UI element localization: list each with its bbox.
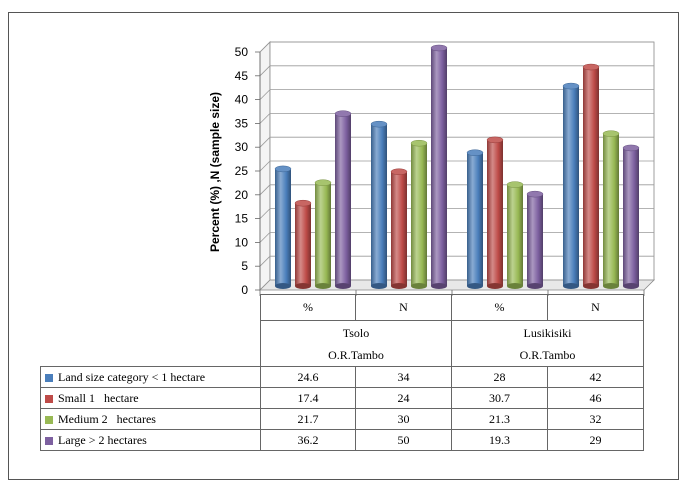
bar (430, 44, 448, 289)
bar (486, 136, 504, 289)
table-header-cell: % (260, 294, 356, 321)
table-cell: 46 (547, 387, 644, 409)
bar (602, 130, 620, 289)
y-tick-label: 40 (235, 93, 249, 107)
legend-key-red (45, 394, 53, 403)
gridline (259, 208, 654, 219)
table-cell: 28 (451, 366, 548, 388)
table-cell: 29 (547, 429, 644, 451)
bar (466, 149, 484, 289)
group-label-tsolo: Tsolo O.R.Tambo (260, 320, 452, 367)
legend-entry-land-size: Land size category < 1 hectare (40, 366, 261, 388)
gridline (259, 160, 654, 172)
table-row: Small 1 hectare 17.4 24 30.7 46 (40, 387, 644, 409)
bar (334, 110, 352, 289)
y-tick-label: 15 (235, 212, 249, 226)
gridline (259, 41, 654, 53)
header-row-groups: Tsolo O.R.Tambo Lusikisiki O.R.Tambo (41, 320, 644, 367)
data-table: % N % N Tsolo O.R.Tambo Lusikisiki O.R.T… (40, 294, 644, 451)
header-row-categories: % N % N (41, 294, 644, 321)
legend-entry-small: Small 1 hectare (40, 387, 261, 409)
table-cell: 21.7 (260, 408, 356, 430)
table-cell: 21.3 (451, 408, 548, 430)
gridline (259, 255, 654, 267)
y-axis-label: Percent (%) ,N (sample size) (208, 92, 222, 252)
gridline (259, 184, 654, 196)
bar (622, 144, 640, 289)
gridline (259, 65, 654, 77)
bar (562, 82, 580, 289)
legend-entry-large: Large > 2 hectares (40, 429, 261, 451)
gridline (259, 231, 654, 243)
table-cell: 24 (355, 387, 452, 409)
y-tick-label: 30 (235, 140, 249, 154)
table-cell: 17.4 (260, 387, 356, 409)
bar (274, 165, 292, 289)
table-cell: 50 (355, 429, 452, 451)
y-tick-label: 25 (235, 164, 249, 178)
table-cell: 24.6 (260, 366, 356, 388)
bar (410, 139, 428, 289)
bar (582, 63, 600, 289)
y-tick-label: 10 (235, 235, 249, 249)
table-cell: 30 (355, 408, 452, 430)
bar (390, 168, 408, 289)
bar (526, 190, 544, 289)
table-row: Land size category < 1 hectare 24.6 34 2… (40, 366, 644, 388)
y-tick-label: 45 (235, 69, 249, 83)
group-label-lusikisiki: Lusikisiki O.R.Tambo (451, 320, 644, 367)
table-cell: 36.2 (260, 429, 356, 451)
gridline (259, 89, 654, 100)
y-tick-label: 20 (235, 188, 249, 202)
legend-key-green (45, 415, 53, 424)
legend-key-purple (45, 436, 53, 445)
gridline (259, 136, 654, 148)
bar (506, 181, 524, 289)
table-row: Large > 2 hectares 36.2 50 19.3 29 (40, 429, 644, 451)
table-row: Medium 2 hectares 21.7 30 21.3 32 (40, 408, 644, 430)
table-cell: 42 (547, 366, 644, 388)
table-header-cell: % (451, 294, 548, 321)
bar (294, 199, 312, 289)
y-tick-label: 0 (241, 283, 248, 297)
table-header-cell: N (355, 294, 452, 321)
table-cell: 34 (355, 366, 452, 388)
gridline (259, 113, 654, 124)
gridline (259, 279, 654, 291)
table-cell: 32 (547, 408, 644, 430)
bar (314, 179, 332, 289)
bar (370, 120, 388, 289)
y-tick-label: 50 (235, 45, 249, 59)
table-cell: 19.3 (451, 429, 548, 451)
legend-key-blue (45, 373, 53, 382)
y-tick-label: 5 (241, 259, 248, 273)
y-tick-label: 35 (235, 116, 249, 130)
table-cell: 30.7 (451, 387, 548, 409)
legend-entry-medium: Medium 2 hectares (40, 408, 261, 430)
table-header-cell: N (547, 294, 644, 321)
